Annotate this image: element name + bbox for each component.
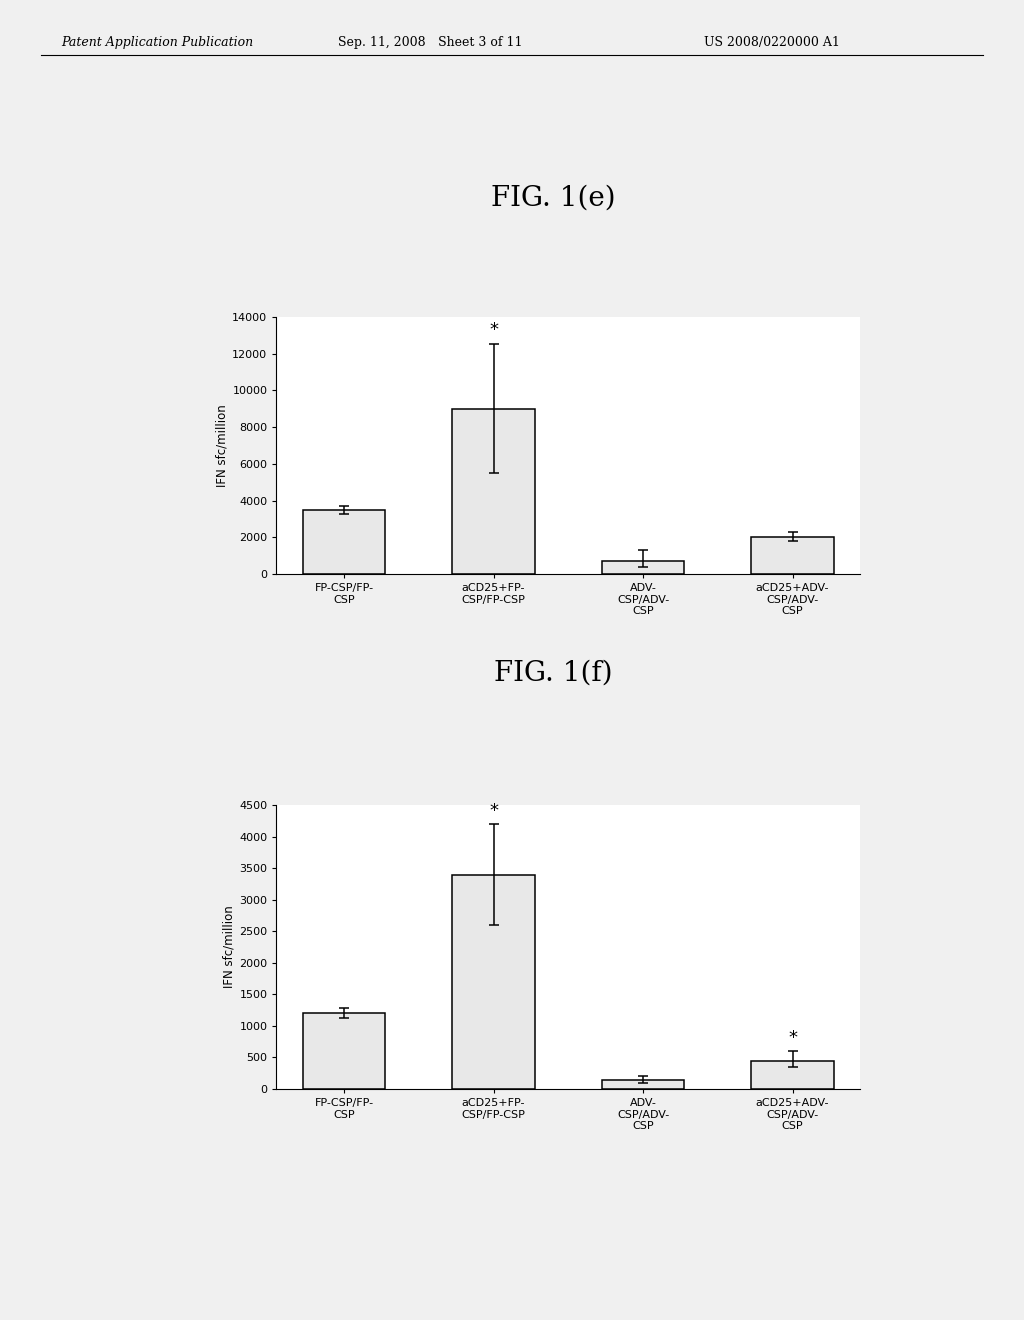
Text: FIG. 1(e): FIG. 1(e): [490, 185, 615, 211]
Text: US 2008/0220000 A1: US 2008/0220000 A1: [703, 36, 840, 49]
Bar: [453, 409, 535, 574]
Bar: [752, 1061, 834, 1089]
Bar: [303, 1014, 385, 1089]
Bar: [602, 1080, 684, 1089]
Bar: [303, 510, 385, 574]
Text: Patent Application Publication: Patent Application Publication: [61, 36, 254, 49]
Text: *: *: [489, 321, 498, 339]
Text: *: *: [788, 1030, 797, 1047]
Bar: [602, 561, 684, 574]
Text: Sep. 11, 2008  Sheet 3 of 11: Sep. 11, 2008 Sheet 3 of 11: [338, 36, 522, 49]
Text: *: *: [489, 803, 498, 820]
Bar: [453, 875, 535, 1089]
Bar: [752, 537, 834, 574]
Text: FIG. 1(f): FIG. 1(f): [494, 660, 612, 686]
Y-axis label: IFN sfc/million: IFN sfc/million: [215, 404, 228, 487]
Y-axis label: IFN sfc/million: IFN sfc/million: [222, 906, 236, 989]
